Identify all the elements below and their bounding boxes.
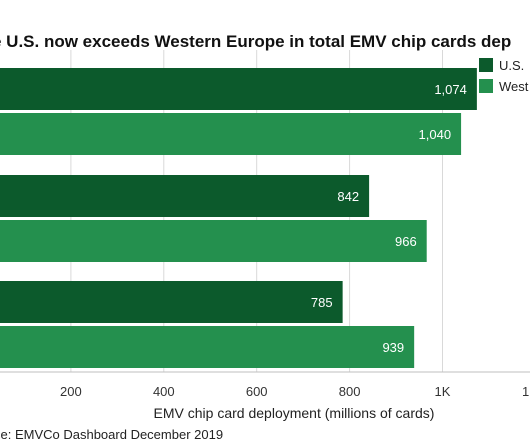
x-tick-label: 200 [60,384,82,399]
data-label: 842 [337,189,359,204]
bar-west-3 [0,326,415,368]
data-label: 939 [382,340,404,355]
bar-west-2 [0,220,427,262]
x-tick-label: 800 [339,384,361,399]
data-label: 1,074 [434,82,467,97]
x-tick-label: 1K [435,384,451,399]
x-tick-label: 600 [246,384,268,399]
x-tick-label: 400 [153,384,175,399]
bar-west-1 [0,113,462,155]
bar-us-2 [0,175,370,217]
data-label: 1,040 [419,127,452,142]
bar-us-1 [0,68,477,110]
legend-swatch [479,79,493,93]
data-label: 785 [311,295,333,310]
data-label: 966 [395,234,417,249]
x-axis-label: EMV chip card deployment (millions of ca… [154,405,435,421]
chart-title: e U.S. now exceeds Western Europe in tot… [0,32,511,51]
x-tick-label: 1.2K [522,384,530,399]
source-note: ce: EMVCo Dashboard December 2019 [0,427,223,442]
bar-us-3 [0,281,343,323]
legend-label: U.S. [499,58,524,73]
legend-swatch [479,58,493,72]
legend-label: West [499,79,529,94]
